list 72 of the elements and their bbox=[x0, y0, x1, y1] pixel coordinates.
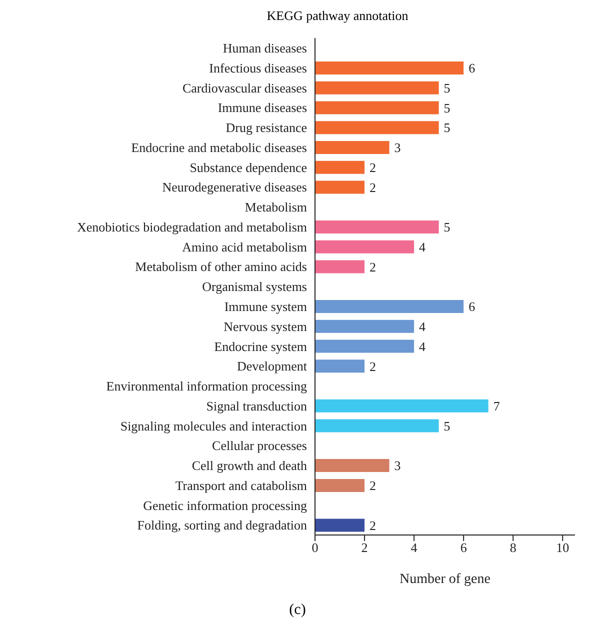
bar bbox=[315, 300, 464, 314]
bar bbox=[315, 61, 464, 74]
y-tick-label: Metabolism of other amino acids bbox=[135, 259, 307, 274]
y-tick-label: Environmental information processing bbox=[106, 378, 308, 394]
y-tick-label: Signaling molecules and interaction bbox=[120, 418, 308, 434]
y-tick-label: Nervous system bbox=[224, 318, 307, 334]
data-label: 2 bbox=[370, 160, 376, 175]
data-label: 2 bbox=[370, 518, 376, 533]
y-tick-label: Xenobiotics biodegradation and metabolism bbox=[77, 219, 307, 234]
x-tick-label: 6 bbox=[460, 540, 468, 556]
bar bbox=[315, 340, 414, 353]
bar bbox=[315, 160, 365, 174]
bar bbox=[315, 81, 439, 94]
data-label: 4 bbox=[419, 239, 426, 254]
y-tick-label: Endocrine system bbox=[214, 338, 307, 354]
bar bbox=[315, 419, 439, 432]
bar bbox=[315, 399, 488, 412]
y-tick-label: Cell growth and death bbox=[192, 458, 308, 474]
y-tick-label: Immune diseases bbox=[218, 100, 307, 116]
data-label: 2 bbox=[370, 478, 376, 494]
y-tick-label: Human diseases bbox=[222, 40, 307, 56]
x-tick-label: 2 bbox=[361, 540, 368, 556]
bar bbox=[315, 101, 439, 114]
x-tick-label: 4 bbox=[410, 540, 418, 556]
y-tick-label: Cellular processes bbox=[212, 438, 307, 454]
bar bbox=[315, 220, 439, 234]
x-tick-label: 0 bbox=[312, 540, 318, 556]
bar bbox=[315, 478, 365, 492]
bar bbox=[315, 459, 390, 472]
y-tick-label: Cardiovascular diseases bbox=[182, 80, 307, 96]
data-label: 4 bbox=[419, 338, 426, 354]
data-label: 2 bbox=[370, 180, 376, 195]
data-label: 3 bbox=[394, 458, 401, 474]
bar bbox=[315, 260, 365, 274]
data-label: 6 bbox=[468, 60, 476, 76]
y-tick-label: Amino acid metabolism bbox=[182, 239, 307, 254]
text: (c) bbox=[288, 602, 307, 619]
y-tick-label: Endocrine and metabolic diseases bbox=[131, 140, 307, 155]
bar bbox=[315, 320, 414, 333]
bar bbox=[315, 360, 365, 373]
data-label: 3 bbox=[394, 140, 401, 156]
data-label: 5 bbox=[444, 80, 450, 96]
y-tick-label: Neurodegenerative diseases bbox=[162, 180, 307, 195]
data-label: 5 bbox=[444, 418, 450, 434]
data-label: 2 bbox=[370, 358, 376, 374]
x-tick-label: 10 bbox=[556, 540, 570, 556]
y-tick-label: Signal transduction bbox=[206, 398, 308, 414]
bar bbox=[315, 121, 439, 134]
data-label: 5 bbox=[444, 100, 450, 116]
y-tick-label: Development bbox=[236, 358, 308, 374]
y-tick-label: Immune system bbox=[224, 298, 307, 314]
bar bbox=[315, 180, 365, 194]
bar bbox=[315, 240, 414, 254]
y-tick-label: Substance dependence bbox=[190, 160, 308, 175]
chart-title: KEGG pathway annotation bbox=[266, 8, 410, 25]
y-tick-label: Transport and catabolism bbox=[175, 478, 307, 493]
data-label: 2 bbox=[370, 259, 376, 274]
y-tick-label: Drug resistance bbox=[226, 120, 308, 136]
data-label: 6 bbox=[468, 299, 476, 314]
y-tick-label: Infectious diseases bbox=[209, 60, 307, 76]
bar bbox=[315, 140, 390, 154]
y-tick-label: Metabolism bbox=[244, 200, 307, 215]
data-label: 5 bbox=[444, 220, 450, 235]
y-tick-label: Genetic information processing bbox=[143, 498, 308, 513]
bar bbox=[315, 518, 365, 532]
data-label: 4 bbox=[419, 319, 426, 334]
y-tick-label: Folding, sorting and degradation bbox=[137, 518, 308, 533]
data-label: 7 bbox=[493, 398, 500, 414]
y-tick-label: Organismal systems bbox=[202, 279, 307, 294]
data-label: 5 bbox=[444, 120, 450, 136]
x-axis-title: Number of gene bbox=[400, 572, 490, 587]
x-tick-label: 8 bbox=[510, 540, 516, 556]
